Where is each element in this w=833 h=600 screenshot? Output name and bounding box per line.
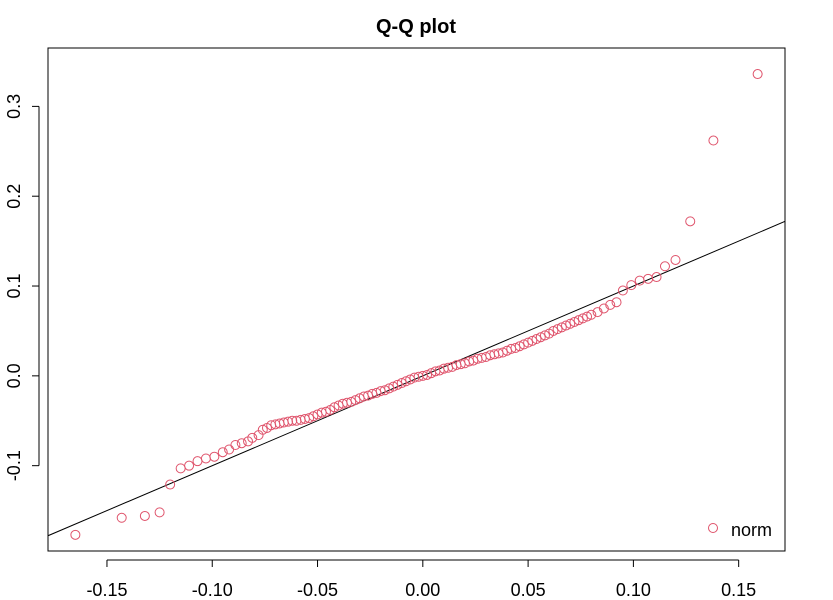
data-point [384,383,395,394]
data-point [577,313,588,324]
data-point [346,396,357,407]
y-tick-label: 0.1 [4,274,24,299]
data-point [497,347,508,358]
x-axis: -0.15 -0.10 -0.05 0.00 0.05 0.10 0.15 [86,559,756,600]
data-point [192,456,203,467]
data-point [320,406,331,417]
data-point [283,416,294,427]
data-point [611,297,622,308]
data-point [565,318,576,329]
data-point [388,381,399,392]
data-point [573,315,584,326]
data-point [561,320,572,331]
data-point [670,254,681,265]
data-point [154,507,165,518]
data-point [165,479,176,490]
data-point [586,309,597,320]
data-point [548,325,559,336]
x-tick-label: -0.10 [192,580,233,600]
data-point [257,424,268,435]
data-point [598,303,609,314]
data-point [236,438,247,449]
x-tick-label: -0.15 [86,580,127,600]
legend-marker-norm [708,523,718,533]
data-point [531,334,542,345]
data-point [582,311,593,322]
reference-line [48,220,785,537]
data-point [350,395,361,406]
data-point [535,332,546,343]
data-point [308,411,319,422]
y-tick-label: -0.1 [4,450,24,481]
data-point [230,440,241,451]
data-point [247,432,258,443]
y-tick-label: 0.3 [4,94,24,119]
x-tick-label: 0.05 [511,580,546,600]
data-point [539,330,550,341]
data-point [592,307,603,318]
data-point [70,529,81,540]
data-point [304,413,315,424]
data-point [510,343,521,354]
data-point [217,447,228,458]
data-point [523,337,534,348]
data-point [287,415,298,426]
x-tick-label: -0.05 [297,580,338,600]
data-point [569,316,580,327]
data-point [518,339,529,350]
x-tick-label: 0.00 [405,580,440,600]
data-point [527,335,538,346]
data-point [396,378,407,389]
legend: norm [708,520,772,540]
data-point [556,322,567,333]
data-points-layer [70,69,763,540]
data-point [708,135,719,146]
data-point [184,460,195,471]
data-point [626,280,637,291]
legend-label-norm: norm [731,520,772,540]
data-point [139,510,150,521]
y-axis: -0.1 0.0 0.1 0.2 0.3 [4,94,40,481]
plot-area-frame [47,47,786,552]
x-tick-label: 0.15 [721,580,756,600]
data-point [175,463,186,474]
data-point [379,385,390,396]
y-tick-label: 0.2 [4,184,24,209]
data-point [605,299,616,310]
reference-line-layer [48,220,785,537]
data-point [392,379,403,390]
data-point [659,261,670,272]
data-point [752,69,763,80]
data-point [400,376,411,387]
data-point [116,512,127,523]
x-tick-label: 0.10 [616,580,651,600]
data-point [200,453,211,464]
y-tick-label: 0.0 [4,363,24,388]
data-point [329,402,340,413]
data-point [651,272,662,283]
data-point [617,285,628,296]
data-point [685,216,696,227]
data-point [552,324,563,335]
chart-title: Q-Q plot [376,16,456,38]
data-point [209,451,220,462]
data-point [422,369,433,380]
data-point [514,341,525,352]
